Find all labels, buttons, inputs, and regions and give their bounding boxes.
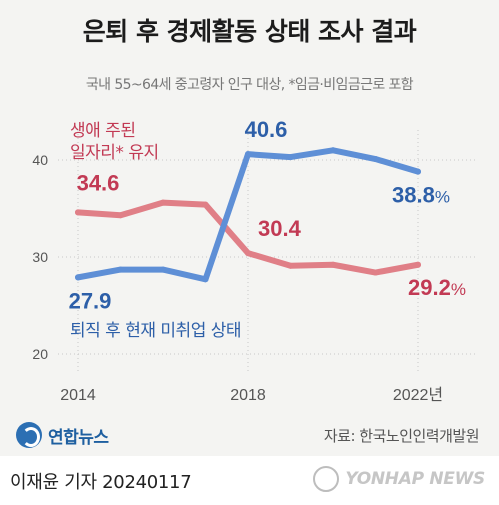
data-point [330, 261, 336, 268]
data-point [287, 262, 294, 269]
x-tick-label: 2018 [230, 387, 266, 404]
data-point [372, 156, 379, 163]
yonhap-logo-text: 연합뉴스 [48, 427, 109, 448]
data-point [202, 201, 209, 208]
percent-sign: % [435, 188, 450, 207]
data-label: 30.4 [258, 216, 302, 241]
yonhap-logo-icon [16, 422, 42, 448]
yonhap-emblem-icon [313, 466, 340, 492]
data-point [415, 261, 421, 268]
data-point [330, 147, 336, 154]
x-tick-label: 2022년 [393, 386, 443, 404]
chart-subtitle: 국내 55~64세 중고령자 인구 대상, *임금·비임금근로 포함 [85, 77, 414, 93]
data-label: 40.6 [245, 117, 288, 142]
data-label: 38.8% [392, 183, 450, 208]
data-label: 34.6 [77, 170, 120, 195]
y-tick-label: 20 [32, 346, 48, 362]
data-point [245, 250, 251, 257]
data-point [117, 212, 124, 219]
footer-bar: 이재윤 기자 20240117 YONHAP NEWS [0, 456, 499, 505]
data-point [372, 269, 379, 276]
agency-watermark: YONHAP NEWS [313, 466, 485, 492]
data-point [160, 199, 166, 206]
data-point [75, 209, 81, 216]
x-tick-label: 2014 [60, 387, 96, 404]
series-name-label: 일자리* 유지 [70, 143, 159, 163]
percent-sign: % [451, 280, 466, 299]
y-tick-label: 30 [32, 249, 48, 265]
data-point [415, 168, 421, 175]
y-tick-label: 40 [32, 152, 48, 168]
data-point [287, 154, 294, 161]
series-name-label: 퇴직 후 현재 미취업 상태 [70, 321, 241, 341]
data-point [75, 274, 81, 281]
series-name-label: 생애 주된 [70, 121, 135, 141]
data-point [160, 266, 166, 273]
source-note: 자료: 한국노인인력개발원 [323, 427, 480, 445]
data-label: 29.2% [408, 275, 466, 300]
data-point [245, 151, 251, 158]
chart-title: 은퇴 후 경제활동 상태 조사 결과 [82, 17, 417, 46]
byline: 이재윤 기자 20240117 [10, 472, 192, 493]
data-point [117, 266, 124, 273]
line-chart: 20 30 40 2014 2018 2022년 34.6 30.4 29.2% 27.9 40.… [32, 117, 478, 404]
agency-name: YONHAP NEWS [345, 469, 485, 489]
series-lines [75, 147, 421, 283]
data-point [202, 276, 209, 283]
data-label: 27.9 [69, 288, 112, 313]
yonhap-logo: 연합뉴스 [16, 422, 109, 448]
